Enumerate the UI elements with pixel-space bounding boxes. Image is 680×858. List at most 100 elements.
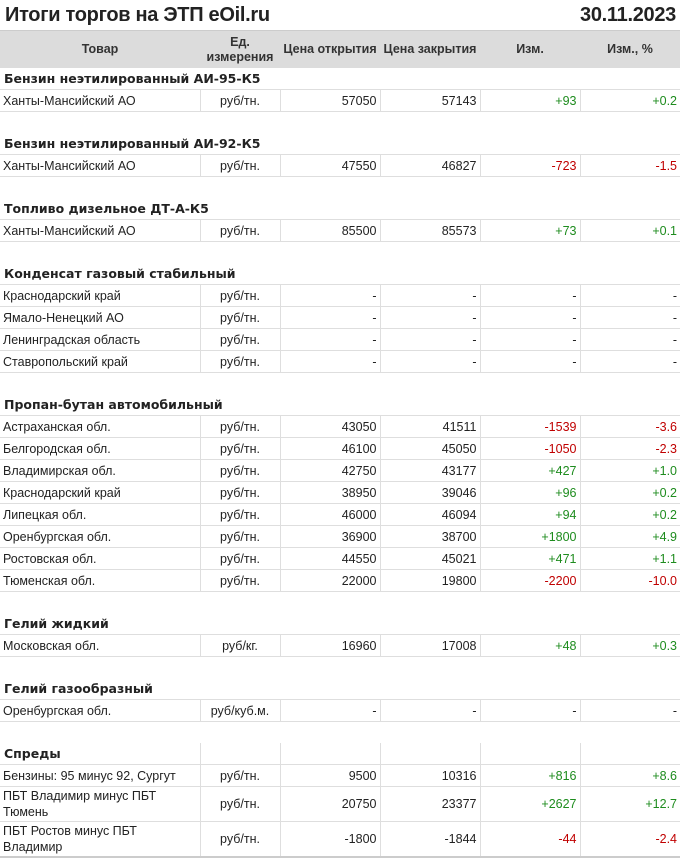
product-name: Ханты-Мансийский АО — [0, 219, 201, 242]
table-row: Астраханская обл. руб/тн. 43050 41511 -1539-… — [0, 415, 680, 438]
empty-cell — [0, 112, 680, 134]
empty-cell — [0, 373, 680, 395]
trading-results-table: Товар Ед. измерения Цена открытия Цена з… — [0, 30, 680, 858]
close-price: 45021 — [379, 547, 481, 570]
unit: руб/тн. — [199, 547, 281, 570]
open-price: 85500 — [279, 219, 381, 242]
open-price: 47550 — [279, 154, 381, 177]
product-name: Оренбургская обл. — [0, 699, 201, 722]
empty-cell — [580, 68, 680, 90]
section-title: Пропан-бутан автомобильный — [4, 397, 223, 412]
close-price: - — [379, 350, 481, 373]
empty-cell — [280, 198, 380, 220]
open-price: 16960 — [279, 634, 381, 657]
empty-cell — [480, 678, 580, 700]
change-pct: +0.3 — [579, 634, 680, 657]
change-pct: - — [579, 306, 680, 329]
col-header-product: Товар — [0, 30, 200, 68]
unit: руб/тн. — [199, 350, 281, 373]
empty-cell — [380, 133, 480, 155]
col-header-change: Изм. — [480, 30, 580, 68]
close-price: 46094 — [379, 503, 481, 526]
section-header: Пропан-бутан автомобильный — [0, 394, 680, 416]
close-price: 19800 — [379, 569, 481, 592]
change: -723 — [479, 154, 581, 177]
empty-cell — [0, 177, 680, 199]
change: +94 — [479, 503, 581, 526]
spacer-row — [0, 722, 680, 744]
change-pct: - — [579, 350, 680, 373]
open-price: - — [279, 284, 381, 307]
change: - — [479, 306, 581, 329]
open-price: 36900 — [279, 525, 381, 548]
table-header: Товар Ед. измерения Цена открытия Цена з… — [0, 30, 680, 68]
empty-cell — [0, 592, 680, 614]
empty-cell — [579, 743, 680, 765]
empty-cell — [280, 263, 380, 285]
unit: руб/тн. — [199, 481, 281, 504]
unit: руб/тн. — [199, 415, 281, 438]
change: - — [479, 350, 581, 373]
section-title: Топливо дизельное ДТ-А-К5 — [4, 201, 209, 216]
change: -1539 — [479, 415, 581, 438]
empty-cell — [380, 678, 480, 700]
unit: руб/тн. — [199, 437, 281, 460]
product-name: Ямало-Ненецкий АО — [0, 306, 201, 329]
empty-cell — [200, 678, 280, 700]
open-price: 22000 — [279, 569, 381, 592]
unit: руб/тн. — [199, 459, 281, 482]
open-price: 38950 — [279, 481, 381, 504]
change-pct: -2.4 — [579, 821, 680, 858]
unit: руб/тн. — [199, 764, 281, 787]
spacer-row — [0, 112, 680, 134]
empty-cell — [480, 133, 580, 155]
close-price: 39046 — [379, 481, 481, 504]
open-price: 57050 — [279, 89, 381, 112]
empty-cell — [580, 263, 680, 285]
change: +1800 — [479, 525, 581, 548]
unit: руб/тн. — [199, 219, 281, 242]
section-header: Гелий жидкий — [0, 613, 680, 635]
close-price: - — [379, 328, 481, 351]
change: - — [479, 699, 581, 722]
product-name: ПБТ Ростов минус ПБТ Владимир — [0, 821, 201, 858]
change: +816 — [479, 764, 581, 787]
open-price: 46000 — [279, 503, 381, 526]
section-header: Бензин неэтилированный АИ-95-К5 — [0, 68, 680, 90]
change: - — [479, 284, 581, 307]
change-pct: +0.2 — [579, 89, 680, 112]
table-row: Ханты-Мансийский АО руб/тн. 47550 46827 -723… — [0, 154, 680, 177]
product-name: Краснодарский край — [0, 481, 201, 504]
table-row: Московская обл. руб/кг. 16960 17008 +48 +0.3 — [0, 634, 680, 657]
change: +73 — [479, 219, 581, 242]
empty-cell — [580, 133, 680, 155]
unit: руб/тн. — [199, 89, 281, 112]
change-pct: - — [579, 328, 680, 351]
change-pct: +1.0 — [579, 459, 680, 482]
table-row: Оренбургская обл. руб/тн. 36900 38700 +1800 +… — [0, 525, 680, 548]
empty-cell — [480, 263, 580, 285]
section-title: Гелий жидкий — [4, 616, 109, 631]
table-row: Тюменская обл. руб/тн. 22000 19800 -2200 -10.… — [0, 569, 680, 592]
table-row: Липецкая обл. руб/тн. 46000 46094 +94 +0.2 — [0, 503, 680, 526]
change: +96 — [479, 481, 581, 504]
change-pct: -10.0 — [579, 569, 680, 592]
close-price: 43177 — [379, 459, 481, 482]
change-pct: +12.7 — [579, 786, 680, 822]
table-row: ПБТ Владимир минус ПБТ Тюмень руб/тн. 2075… — [0, 786, 680, 822]
change: +2627 — [479, 786, 581, 822]
section-header: Гелий газообразный — [0, 678, 680, 700]
table-row: Владимирская обл. руб/тн. 42750 43177 +427 +1… — [0, 459, 680, 482]
empty-cell — [200, 613, 280, 635]
close-price: 57143 — [379, 89, 481, 112]
product-name: Ростовская обл. — [0, 547, 201, 570]
product-name: ПБТ Владимир минус ПБТ Тюмень — [0, 786, 201, 822]
unit: руб/тн. — [199, 306, 281, 329]
product-name: Ленинградская область — [0, 328, 201, 351]
empty-cell — [280, 133, 380, 155]
close-price: 38700 — [379, 525, 481, 548]
section-title: Спреды — [4, 746, 61, 761]
close-price: 23377 — [379, 786, 481, 822]
unit: руб/тн. — [199, 525, 281, 548]
empty-cell — [380, 394, 480, 416]
